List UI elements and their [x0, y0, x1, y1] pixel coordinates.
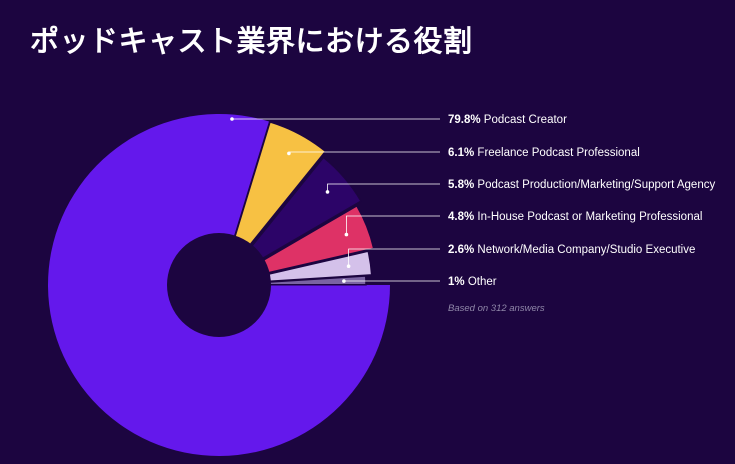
leader-dot-3 [325, 190, 330, 194]
leader-dot-1 [230, 117, 234, 121]
slice-label-2: 6.1% Freelance Podcast Professional [448, 147, 640, 159]
slice-percent: 5.8% [448, 179, 474, 191]
leader-dot-4 [344, 232, 349, 237]
slice-label-1: 79.8% Podcast Creator [448, 114, 567, 126]
chart-title: ポッドキャスト業界における役割 [30, 24, 473, 58]
slice-label-3: 5.8% Podcast Production/Marketing/Suppor… [448, 179, 715, 191]
slice-name: Network/Media Company/Studio Executive [474, 244, 695, 256]
chart-leader-lines [230, 117, 440, 283]
donut-hole [167, 233, 271, 337]
slice-name: Other [465, 276, 497, 288]
slice-name: Podcast Production/Marketing/Support Age… [474, 179, 715, 191]
slice-label-5: 2.6% Network/Media Company/Studio Execut… [448, 244, 695, 256]
slice-3 [222, 156, 362, 282]
slice-label-6: 1% Other [448, 276, 497, 288]
leader-dot-2 [287, 151, 291, 156]
slice-percent: 4.8% [448, 211, 474, 223]
slice-name: In-House Podcast or Marketing Profession… [474, 211, 702, 223]
slice-percent: 1% [448, 276, 465, 288]
answers-note: Based on 312 answers [448, 303, 545, 314]
slice-2 [221, 120, 327, 281]
leader-line-5 [348, 248, 440, 267]
slice-percent: 79.8% [448, 114, 481, 126]
slice-percent: 2.6% [448, 244, 474, 256]
leader-dot-5 [346, 264, 351, 269]
leader-line-3 [327, 183, 440, 192]
chart-labels: 79.8% Podcast Creator 6.1% Freelance Podc… [448, 114, 715, 288]
leader-dot-6 [342, 279, 346, 283]
slice-label-4: 4.8% In-House Podcast or Marketing Profe… [448, 211, 702, 223]
slice-name: Freelance Podcast Professional [474, 147, 640, 159]
leader-line-4 [345, 215, 440, 235]
slice-percent: 6.1% [448, 147, 474, 159]
slice-name: Podcast Creator [481, 114, 567, 126]
